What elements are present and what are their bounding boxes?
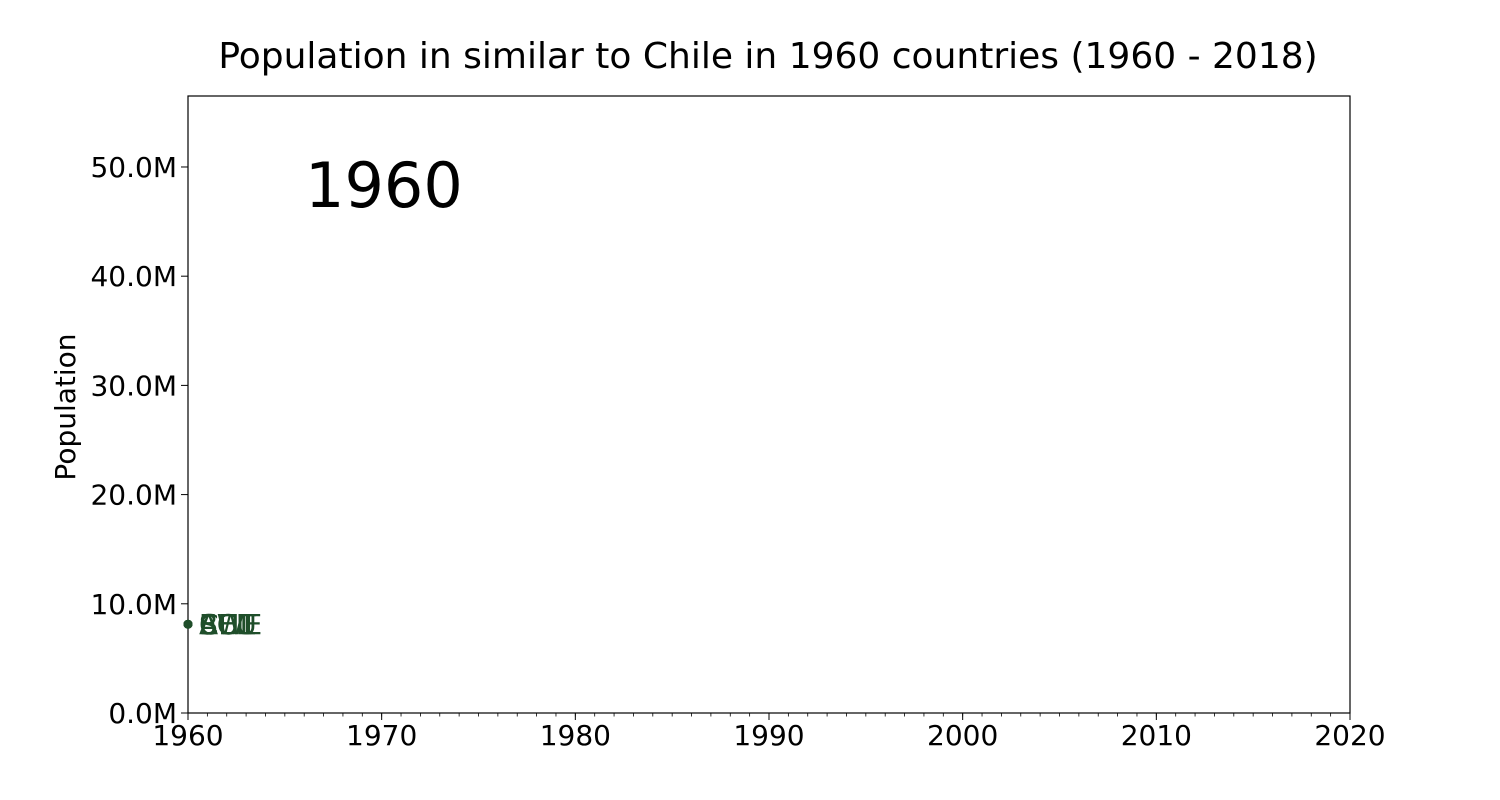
point-label-swe: SWE (199, 608, 262, 641)
x-tick-label: 1990 (733, 719, 804, 752)
y-axis-label: Population (49, 333, 82, 480)
y-tick-label: 50.0M (90, 151, 177, 184)
x-axis: 1960 1970 1980 1990 2000 2010 2020 (152, 713, 1386, 752)
x-tick-label: 1980 (540, 719, 611, 752)
y-tick-label: 40.0M (90, 260, 177, 293)
x-tick-label: 2020 (1314, 719, 1385, 752)
year-label: 1960 (305, 149, 463, 222)
data-point-ecu (183, 619, 193, 629)
point-label-chl: CHL (199, 608, 256, 641)
y-axis: 0.0M 10.0M 20.0M 30.0M 40.0M 50.0M (90, 151, 188, 730)
point-label-ecu: ECU (199, 608, 257, 641)
y-tick-label: 0.0M (108, 697, 177, 730)
y-tick-label: 10.0M (90, 588, 177, 621)
y-tick-label: 20.0M (90, 479, 177, 512)
plot-area (187, 95, 1351, 714)
x-tick-label: 1970 (346, 719, 417, 752)
x-tick-label: 2000 (927, 719, 998, 752)
point-label-aut: AUT (199, 608, 257, 641)
chart-title: Population in similar to Chile in 1960 c… (218, 36, 1317, 77)
point-label-bel: BEL (199, 608, 252, 641)
x-tick-label: 2010 (1121, 719, 1192, 752)
y-tick-label: 30.0M (90, 369, 177, 402)
x-tick-label: 1960 (152, 719, 223, 752)
